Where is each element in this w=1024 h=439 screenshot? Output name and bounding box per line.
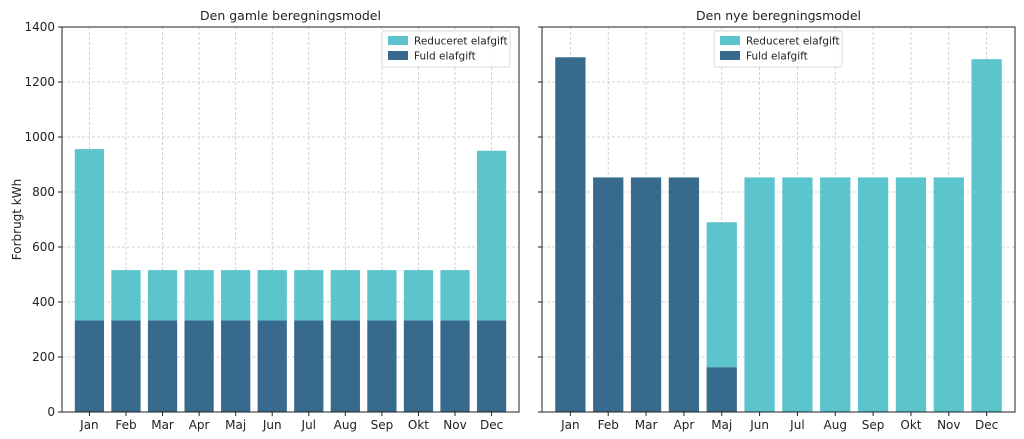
bar-reduceret-elafgift-sep: [857, 177, 889, 412]
x-tick-label: Sep: [371, 418, 394, 432]
y-tick-label: 200: [32, 350, 55, 364]
x-tick-label: Jun: [262, 418, 282, 432]
bar-reduceret-elafgift-mar: [147, 270, 178, 321]
chart-panel-1: 0 200 400 600 800 1000 1200 1400 Jan Feb Mar Apr Maj…: [10, 8, 520, 432]
y-tick-label: 1000: [24, 130, 55, 144]
bar-reduceret-elafgift-aug: [820, 177, 851, 412]
bar-fuld-elafgift-mar: [147, 320, 178, 412]
bar-reduceret-elafgift-nov: [933, 177, 964, 412]
x-tick-label: Mar: [635, 418, 658, 432]
legend-swatch: [720, 51, 740, 60]
legend-label: Fuld elafgift: [414, 51, 476, 63]
y-tick-label: 1400: [24, 20, 55, 34]
bar-reduceret-elafgift-nov: [440, 270, 470, 321]
bar-reduceret-elafgift-dec: [971, 59, 1002, 413]
bar-reduceret-elafgift-jun: [744, 177, 775, 412]
bar-fuld-elafgift-jun: [257, 320, 287, 412]
x-tick-label: Jan: [79, 418, 99, 432]
legend-box: [713, 30, 843, 68]
y-axis-label: Forbrugt kWh: [10, 179, 24, 260]
legend-swatch: [720, 36, 740, 45]
x-tick-label: Apr: [189, 418, 210, 432]
bar-fuld-elafgift-sep: [367, 320, 397, 412]
x-tick-label: Jul: [301, 418, 316, 432]
x-tick-label: Nov: [937, 418, 960, 432]
x-tick-label: Jun: [749, 418, 769, 432]
x-tick-label: Aug: [824, 418, 847, 432]
bar-fuld-elafgift-jan: [74, 320, 105, 412]
legend-label: Fuld elafgift: [746, 51, 808, 63]
bar-fuld-elafgift-aug: [330, 320, 360, 412]
plot-frame: [61, 26, 520, 413]
bar-reduceret-elafgift-sep: [367, 270, 397, 321]
bar-reduceret-elafgift-okt: [895, 177, 927, 412]
bar-fuld-elafgift-feb: [593, 177, 624, 412]
bar-reduceret-elafgift-okt: [403, 270, 434, 321]
bar-fuld-elafgift-apr: [184, 320, 214, 412]
y-tick-label: 1200: [24, 75, 55, 89]
bar-reduceret-elafgift-jun: [257, 270, 287, 321]
bar-reduceret-elafgift-aug: [330, 270, 360, 321]
y-tick-label: 600: [32, 240, 55, 254]
x-tick-label: Jul: [789, 418, 804, 432]
legend-box: [381, 30, 511, 68]
y-tick-label: 0: [47, 405, 55, 419]
x-tick-label: Apr: [674, 418, 695, 432]
plot-frame: [541, 26, 1016, 413]
bar-reduceret-elafgift-apr: [184, 270, 214, 321]
legend-label: Reduceret elafgift: [746, 36, 840, 48]
x-tick-label: Dec: [480, 418, 503, 432]
bar-reduceret-elafgift-jul: [294, 270, 324, 321]
x-tick-label: Nov: [443, 418, 466, 432]
x-tick-label: Aug: [334, 418, 357, 432]
x-tick-label: Okt: [900, 418, 921, 432]
x-tick-label: Feb: [598, 418, 619, 432]
bar-reduceret-elafgift-maj: [221, 270, 251, 321]
x-tick-label: Jan: [560, 418, 580, 432]
x-tick-label: Maj: [225, 418, 246, 432]
bar-fuld-elafgift-okt: [403, 320, 434, 412]
chart-title: Den nye beregningsmodel: [696, 8, 861, 23]
bar-reduceret-elafgift-jul: [782, 177, 813, 412]
legend: Reduceret elafgift Fuld elafgift: [381, 30, 511, 68]
x-tick-label: Maj: [711, 418, 732, 432]
bar-reduceret-elafgift-feb: [111, 270, 141, 321]
bar-fuld-elafgift-feb: [111, 320, 141, 412]
legend-label: Reduceret elafgift: [414, 36, 508, 48]
chart-panel-2: Jan Feb Mar Apr Maj Jun Jul Aug Sep Okt Nov Dec Den …: [538, 8, 1016, 432]
x-tick-label: Okt: [408, 418, 429, 432]
legend: Reduceret elafgift Fuld elafgift: [713, 30, 843, 68]
x-tick-label: Dec: [975, 418, 998, 432]
x-tick-label: Mar: [151, 418, 174, 432]
bar-fuld-elafgift-dec: [476, 320, 507, 412]
bar-reduceret-elafgift-dec: [476, 150, 507, 321]
y-tick-label: 800: [32, 185, 55, 199]
bar-fuld-elafgift-jul: [294, 320, 324, 412]
bar-reduceret-elafgift-jan: [74, 149, 105, 321]
bar-fuld-elafgift-maj: [706, 367, 737, 412]
legend-swatch: [388, 36, 408, 45]
bar-fuld-elafgift-maj: [221, 320, 251, 412]
x-tick-label: Sep: [862, 418, 885, 432]
legend-swatch: [388, 51, 408, 60]
bar-fuld-elafgift-apr: [668, 177, 700, 412]
y-tick-label: 400: [32, 295, 55, 309]
bar-reduceret-elafgift-maj: [706, 222, 737, 368]
bar-fuld-elafgift-jan: [555, 57, 586, 412]
chart-title: Den gamle beregningsmodel: [200, 8, 381, 23]
x-tick-label: Feb: [115, 418, 136, 432]
bar-fuld-elafgift-mar: [630, 177, 662, 412]
bar-fuld-elafgift-nov: [440, 320, 470, 412]
